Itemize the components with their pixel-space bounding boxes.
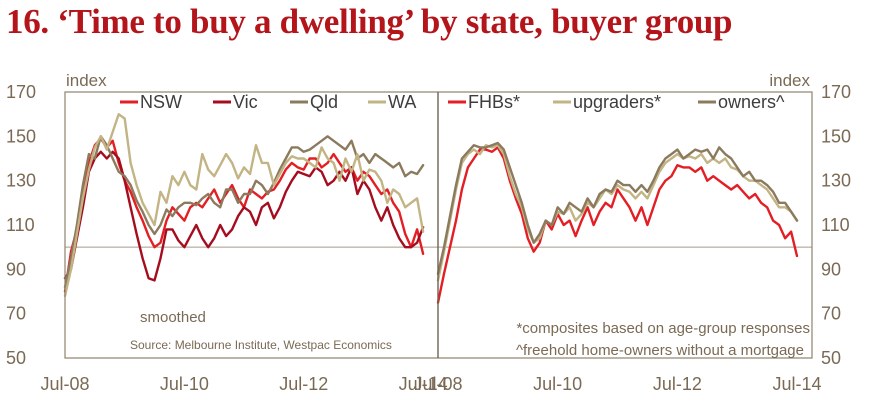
y-tick-label: 130: [6, 171, 36, 191]
legend-label: WA: [388, 92, 416, 112]
legend-label: NSW: [140, 92, 182, 112]
x-tick-label: Jul-14: [773, 374, 822, 394]
legend-label: Vic: [233, 92, 258, 112]
x-tick-label: Jul-12: [279, 374, 328, 394]
x-tick-label: Jul-10: [533, 374, 582, 394]
x-tick-label: Jul-14: [399, 374, 448, 394]
x-tick-label: Jul-08: [40, 374, 89, 394]
y-tick-label: 130: [821, 171, 851, 191]
series-lines: [63, 112, 799, 304]
annotation-smoothed: smoothed: [140, 309, 206, 326]
x-tick-label: Jul-12: [653, 374, 702, 394]
legend-label: upgraders*: [573, 92, 661, 112]
y-tick-label: 50: [6, 348, 26, 368]
y-tick-label: 150: [821, 126, 851, 146]
series-line-qld: [63, 135, 425, 289]
legend-label: FHBs*: [468, 92, 520, 112]
annotation-composites: *composites based on age-group responses: [516, 320, 810, 337]
series-line-upgraders: [436, 143, 799, 282]
x-tick-label: Jul-08: [413, 374, 462, 394]
chart-title: 16. ‘Time to buy a dwelling’ by state, b…: [6, 2, 733, 41]
series-line-owners: [436, 141, 799, 275]
legend-label: Qld: [310, 92, 338, 112]
y-tick-label: 90: [6, 259, 26, 279]
series-line-wa: [63, 112, 425, 298]
annotation-source: Source: Melbourne Institute, Westpac Eco…: [130, 338, 392, 352]
y-axis-label-right: index: [769, 71, 810, 90]
x-tick-label: Jul-10: [160, 374, 209, 394]
y-tick-label: 110: [821, 215, 850, 235]
y-tick-label: 70: [6, 304, 26, 324]
annotation-freehold: ^freehold home-owners without a mortgage: [516, 342, 804, 359]
chart-text: 50 70 90 110 130 150 170 Jul-08 Jul-10 Jul-12 Jul-…: [6, 71, 851, 394]
legend-label: owners^: [718, 92, 785, 112]
y-tick-label: 90: [821, 259, 841, 279]
y-tick-label: 50: [821, 348, 841, 368]
series-line-fhbs: [436, 146, 799, 304]
y-tick-label: 110: [6, 215, 35, 235]
y-axis-label-left: index: [66, 71, 107, 90]
y-tick-label: 170: [821, 82, 851, 102]
y-tick-label: 150: [6, 126, 36, 146]
y-tick-label: 70: [821, 304, 841, 324]
y-tick-label: 170: [6, 82, 36, 102]
